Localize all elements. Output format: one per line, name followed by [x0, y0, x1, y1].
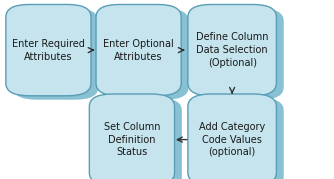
FancyBboxPatch shape [90, 94, 174, 179]
Text: Enter Optional
Attributes: Enter Optional Attributes [103, 39, 174, 62]
Text: Set Column
Definition
Status: Set Column Definition Status [104, 122, 160, 157]
Text: Enter Required
Attributes: Enter Required Attributes [12, 39, 85, 62]
FancyBboxPatch shape [195, 98, 284, 179]
FancyBboxPatch shape [195, 8, 284, 100]
Text: Add Category
Code Values
(optional): Add Category Code Values (optional) [199, 122, 265, 157]
FancyBboxPatch shape [96, 4, 181, 96]
FancyBboxPatch shape [6, 4, 91, 96]
FancyBboxPatch shape [188, 94, 277, 179]
FancyBboxPatch shape [104, 8, 188, 100]
Text: Define Column
Data Selection
(Optional): Define Column Data Selection (Optional) [196, 32, 269, 68]
FancyBboxPatch shape [13, 8, 99, 100]
FancyBboxPatch shape [97, 98, 182, 179]
FancyBboxPatch shape [188, 4, 277, 96]
